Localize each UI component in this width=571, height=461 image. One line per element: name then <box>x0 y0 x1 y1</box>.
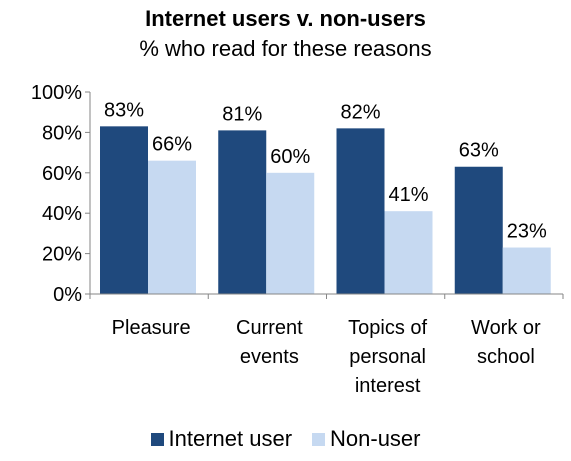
data-label-non-user-3: 23% <box>507 221 547 243</box>
bar-internet-user-2 <box>336 128 385 294</box>
legend-label-internet-user: Internet user <box>168 426 293 451</box>
bar-internet-user-0 <box>100 126 148 294</box>
category-label-3-0: Work or <box>471 317 541 339</box>
data-label-non-user-2: 41% <box>388 184 428 206</box>
category-label-1-1: events <box>240 346 299 368</box>
data-label-internet-user-2: 82% <box>340 101 380 123</box>
category-label-1-0: Current <box>236 317 303 339</box>
data-label-non-user-0: 66% <box>152 134 192 156</box>
data-label-internet-user-3: 63% <box>459 140 499 162</box>
legend: Internet user Non-user <box>0 426 571 452</box>
data-label-internet-user-1: 81% <box>222 103 262 125</box>
data-label-non-user-1: 60% <box>270 146 310 168</box>
y-tick-label-100: 100% <box>31 82 82 104</box>
category-label-2-2: interest <box>355 375 421 397</box>
data-label-internet-user-0: 83% <box>104 99 144 121</box>
bar-internet-user-3 <box>454 166 503 294</box>
category-label-2-0: Topics of <box>348 317 427 339</box>
bar-non-user-0 <box>148 160 196 294</box>
category-label-3-1: school <box>477 346 535 368</box>
y-tick-label-60: 60% <box>42 163 82 185</box>
legend-item-non-user: Non-user <box>312 426 421 452</box>
bar-internet-user-1 <box>218 130 267 294</box>
chart-title: Internet users v. non-users <box>145 6 426 31</box>
bar-non-user-2 <box>384 211 433 294</box>
y-tick-label-80: 80% <box>42 122 82 144</box>
chart-subtitle: % who read for these reasons <box>139 36 432 61</box>
bar-non-user-3 <box>502 247 551 294</box>
category-label-2-1: personal <box>349 346 426 368</box>
y-tick-label-20: 20% <box>42 244 82 266</box>
legend-label-non-user: Non-user <box>330 426 421 451</box>
category-label-0-0: Pleasure <box>112 317 191 339</box>
y-tick-label-0: 0% <box>53 284 82 306</box>
legend-item-internet-user: Internet user <box>150 426 293 452</box>
legend-swatch-internet-user <box>150 432 164 446</box>
y-tick-label-40: 40% <box>42 203 82 225</box>
legend-swatch-non-user <box>312 432 326 446</box>
bar-chart: 0% 20% 40% 60% 80% 100% Pleasure Current events T… <box>31 82 564 397</box>
bar-non-user-1 <box>266 172 315 294</box>
